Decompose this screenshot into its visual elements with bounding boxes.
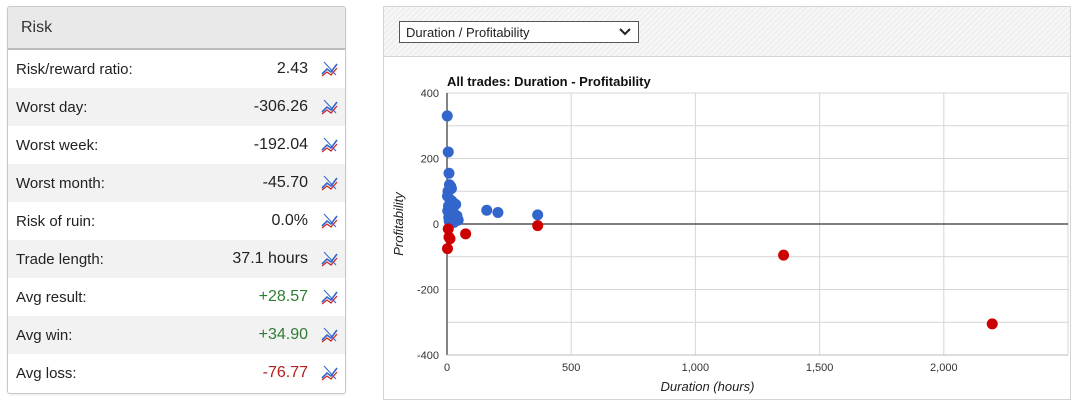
data-point (441, 243, 453, 255)
risk-row-label: Worst month: (16, 174, 105, 192)
x-tick-label: 1,000 (682, 362, 710, 374)
chart-trend-icon[interactable] (321, 99, 339, 115)
y-tick-label: 200 (421, 154, 439, 166)
data-point (986, 318, 998, 330)
data-point (460, 228, 472, 240)
risk-row-value: -45.70 (262, 174, 308, 191)
data-point (442, 223, 454, 235)
data-point (444, 233, 456, 245)
chart-type-select[interactable]: Duration / Profitability (399, 21, 639, 43)
y-tick-label: 400 (421, 88, 439, 100)
risk-row: Risk of ruin: 0.0% (8, 202, 345, 240)
data-point (492, 207, 504, 219)
risk-row-label: Risk/reward ratio: (16, 60, 133, 78)
risk-table: Risk/reward ratio: 2.43 Worst day: -306.26 W… (8, 50, 345, 392)
data-point (481, 204, 493, 216)
risk-row: Worst week: -192.04 (8, 126, 345, 164)
chart-trend-icon[interactable] (321, 175, 339, 191)
risk-header: Risk (8, 7, 345, 50)
risk-row: Trade length: 37.1 hours (8, 240, 345, 278)
scatter-chart: 0 500 1,000 1,500 2,000 -400 -200 0 200 400 All tr… (391, 74, 1069, 394)
data-point (443, 167, 455, 179)
risk-panel: Risk Risk/reward ratio: 2.43 Worst day: -30… (7, 6, 346, 394)
risk-row: Avg loss: -76.77 (8, 354, 345, 392)
risk-row-value: -76.77 (262, 364, 308, 381)
risk-row-label: Worst day: (16, 98, 88, 116)
risk-row: Worst day: -306.26 (8, 88, 345, 126)
y-tick-label: -200 (417, 285, 439, 297)
chart-trend-icon[interactable] (321, 365, 339, 381)
risk-row: Worst month: -45.70 (8, 164, 345, 202)
risk-row-label: Risk of ruin: (16, 212, 96, 230)
x-axis-label: Duration (hours) (661, 379, 755, 394)
risk-row-label: Avg loss: (16, 364, 77, 382)
chart-trend-icon[interactable] (321, 137, 339, 153)
risk-title: Risk (21, 18, 53, 36)
data-point (532, 209, 544, 221)
chart-trend-icon[interactable] (321, 213, 339, 229)
chart-trend-icon[interactable] (321, 251, 339, 267)
chart-type-select-value: Duration / Profitability (406, 24, 530, 40)
risk-row-value: +28.57 (258, 288, 308, 305)
chart-panel: Duration / Profitability 0 500 1,000 1,500 2… (383, 6, 1071, 400)
risk-row-value: +34.90 (258, 326, 308, 343)
chart-trend-icon[interactable] (321, 327, 339, 343)
risk-row-label: Worst week: (16, 136, 99, 154)
y-tick-label: 0 (433, 219, 439, 231)
data-point (778, 249, 790, 261)
risk-row-value: 2.43 (276, 60, 308, 77)
risk-row-value: 37.1 hours (232, 250, 308, 267)
chart-trend-icon[interactable] (321, 61, 339, 77)
risk-row-label: Trade length: (16, 250, 104, 268)
risk-row-value: -306.26 (253, 98, 308, 115)
risk-row-label: Avg win: (16, 326, 73, 344)
data-point (441, 110, 453, 122)
risk-row: Avg win: +34.90 (8, 316, 345, 354)
chart-trend-icon[interactable] (321, 289, 339, 305)
data-point (532, 220, 544, 232)
chevron-down-icon (619, 28, 631, 36)
risk-row: Risk/reward ratio: 2.43 (8, 50, 345, 88)
risk-row-value: -192.04 (253, 136, 308, 153)
data-point (442, 146, 454, 158)
y-tick-label: -400 (417, 350, 439, 362)
x-tick-label: 500 (562, 362, 580, 374)
chart-title: All trades: Duration - Profitability (447, 74, 651, 89)
y-axis-label: Profitability (391, 191, 406, 256)
risk-row-value: 0.0% (271, 212, 308, 229)
x-tick-label: 2,000 (930, 362, 958, 374)
x-tick-label: 0 (444, 362, 450, 374)
risk-row: Avg result: +28.57 (8, 278, 345, 316)
risk-row-label: Avg result: (16, 288, 87, 306)
x-tick-label: 1,500 (806, 362, 834, 374)
chart-toolbar: Duration / Profitability (384, 7, 1070, 57)
